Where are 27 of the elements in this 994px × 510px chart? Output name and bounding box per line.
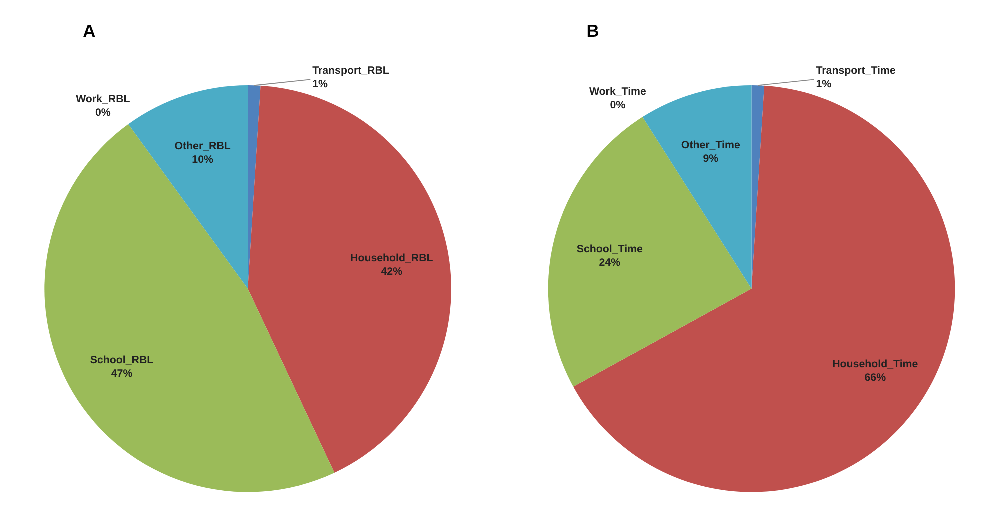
category-label: Work_Time: [589, 86, 646, 98]
slice-label: Transport_RBL: [312, 64, 390, 77]
pie-slice: [128, 85, 248, 289]
pie-slice: [248, 85, 261, 289]
slice-label: School_Time: [576, 243, 643, 256]
data-label: 42%: [381, 266, 404, 278]
chart-title: A: [83, 21, 96, 42]
data-label: 47%: [111, 368, 134, 380]
slice-label: Other_RBL: [174, 140, 232, 153]
slice-label: Household_RBL: [350, 252, 434, 264]
slice-label: Household_Time: [832, 358, 918, 370]
pie-slice: [44, 124, 335, 492]
data-label: 66%: [864, 372, 887, 384]
chart-title: B: [586, 21, 600, 42]
data-label: 9%: [703, 152, 720, 165]
data-label: 24%: [599, 257, 622, 270]
pie-slice: [548, 117, 752, 387]
text: 0%: [95, 107, 111, 120]
slice-label: Transport_Time: [816, 64, 896, 77]
data-label: 10%: [192, 154, 214, 166]
data-label: 1%: [816, 78, 832, 90]
text: 0%: [610, 100, 626, 112]
slice-label: School_RBL: [90, 354, 154, 366]
pie-slice: [752, 85, 765, 289]
category-label: Work_RBL: [76, 94, 130, 106]
data-label: 1%: [312, 78, 328, 90]
slice-label: Other_Time: [681, 139, 740, 152]
